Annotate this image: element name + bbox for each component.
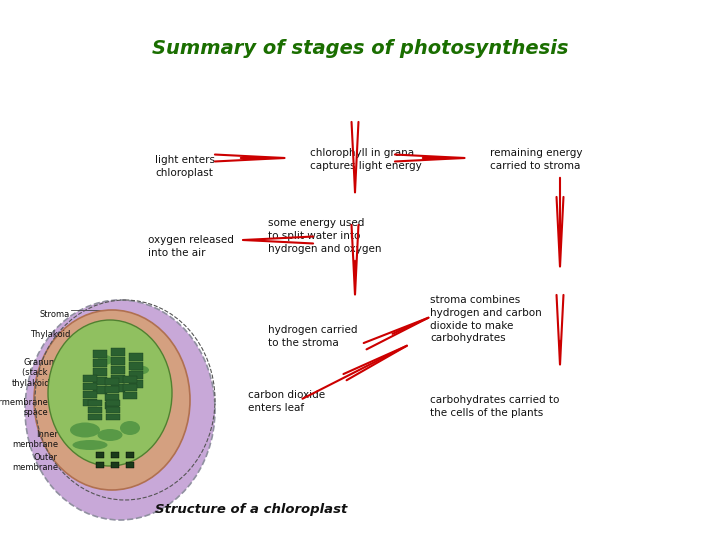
Bar xyxy=(111,366,125,374)
Bar xyxy=(93,368,107,376)
Bar xyxy=(111,384,125,392)
Bar xyxy=(105,402,119,409)
Ellipse shape xyxy=(131,366,149,375)
Text: some energy used
to split water into
hydrogen and oxygen: some energy used to split water into hyd… xyxy=(268,218,382,254)
Bar xyxy=(126,452,134,458)
Bar xyxy=(105,394,119,401)
Bar xyxy=(111,348,125,356)
Bar xyxy=(111,462,119,468)
Text: Stroma: Stroma xyxy=(40,310,70,319)
Bar xyxy=(83,375,97,382)
Ellipse shape xyxy=(70,422,100,437)
Ellipse shape xyxy=(73,440,107,450)
Text: remaining energy
carried to stroma: remaining energy carried to stroma xyxy=(490,148,582,171)
Bar xyxy=(129,362,143,370)
Bar xyxy=(111,452,119,458)
Bar xyxy=(83,383,97,390)
Text: Summary of stages of photosynthesis: Summary of stages of photosynthesis xyxy=(152,38,568,57)
Text: carbohydrates carried to
the cells of the plants: carbohydrates carried to the cells of th… xyxy=(430,395,559,418)
Text: chlorophyll in grana
captures light energy: chlorophyll in grana captures light ener… xyxy=(310,148,422,171)
Bar xyxy=(106,414,120,420)
Bar xyxy=(93,350,107,358)
Ellipse shape xyxy=(48,320,172,466)
Bar xyxy=(105,378,119,385)
Bar xyxy=(88,407,102,413)
Bar xyxy=(106,407,120,413)
Text: Structure of a chloroplast: Structure of a chloroplast xyxy=(155,503,347,516)
Bar xyxy=(126,462,134,468)
Text: Granum
(stack of
thylakoids): Granum (stack of thylakoids) xyxy=(12,358,58,388)
Ellipse shape xyxy=(120,421,140,435)
Text: light enters
chloroplast: light enters chloroplast xyxy=(155,155,215,178)
Bar xyxy=(129,380,143,388)
Bar xyxy=(88,414,102,420)
Ellipse shape xyxy=(34,310,190,490)
Bar xyxy=(106,400,120,406)
Bar xyxy=(93,386,107,394)
Bar xyxy=(83,391,97,398)
Bar xyxy=(93,359,107,367)
Bar xyxy=(123,384,137,391)
Bar xyxy=(96,462,104,468)
Bar xyxy=(123,376,137,383)
Ellipse shape xyxy=(25,300,215,520)
Text: oxygen released
into the air: oxygen released into the air xyxy=(148,235,234,258)
Bar xyxy=(93,377,107,385)
Text: Intermembrane
space: Intermembrane space xyxy=(0,398,48,417)
Text: Outer
membrane: Outer membrane xyxy=(12,453,58,472)
Bar xyxy=(96,452,104,458)
Bar xyxy=(129,353,143,361)
Text: carbon dioxide
enters leaf: carbon dioxide enters leaf xyxy=(248,390,325,413)
Text: hydrogen carried
to the stroma: hydrogen carried to the stroma xyxy=(268,325,358,348)
Bar xyxy=(111,375,125,383)
Text: stroma combines
hydrogen and carbon
dioxide to make
carbohydrates: stroma combines hydrogen and carbon diox… xyxy=(430,295,541,343)
Bar xyxy=(129,371,143,379)
Bar xyxy=(83,399,97,406)
Bar xyxy=(105,386,119,393)
Text: Inner
membrane: Inner membrane xyxy=(12,430,58,449)
Bar xyxy=(123,392,137,399)
Bar xyxy=(111,357,125,365)
Ellipse shape xyxy=(97,429,122,441)
Bar xyxy=(88,400,102,406)
Text: Thylakoid: Thylakoid xyxy=(30,330,70,339)
Ellipse shape xyxy=(97,355,112,365)
